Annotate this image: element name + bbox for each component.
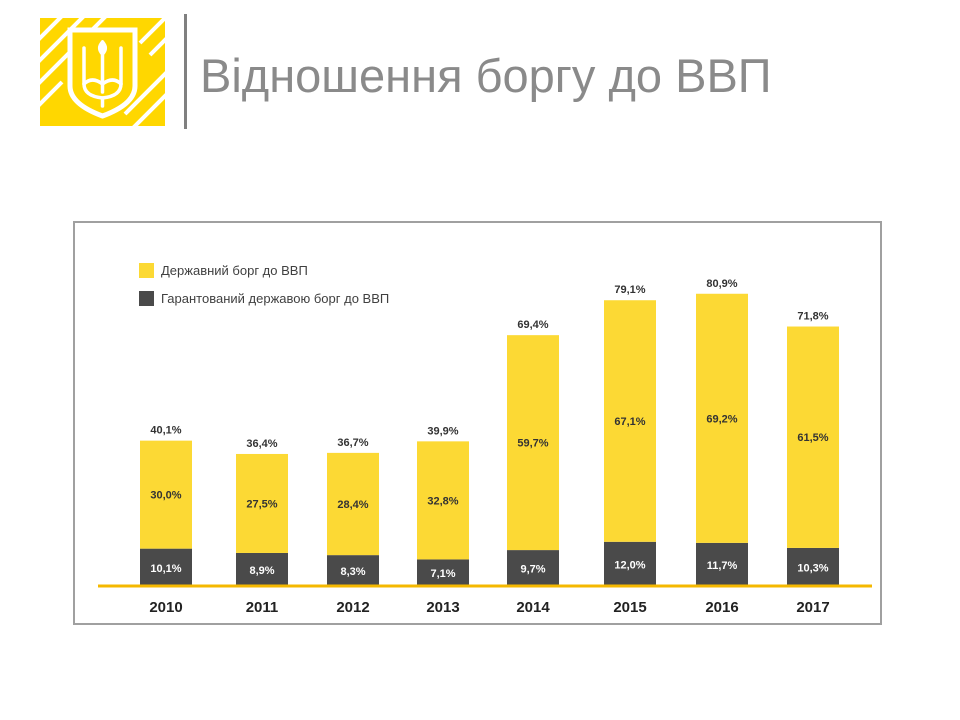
x-tick-label-2015: 2015	[613, 599, 646, 616]
data-label-guaranteed-2013: 7,1%	[430, 568, 455, 580]
data-label-guaranteed-2015: 12,0%	[614, 559, 645, 571]
legend-swatch-0	[139, 263, 154, 278]
bar-state-2012	[327, 452, 379, 556]
bar-state-2017	[787, 326, 839, 548]
data-label-state-2016: 69,2%	[706, 413, 737, 425]
x-tick-label-2010: 2010	[149, 599, 182, 616]
bar-guaranteed-2014	[507, 550, 559, 585]
slide-title: Відношення боргу до ВВП	[200, 49, 772, 102]
bar-guaranteed-2016	[696, 542, 748, 585]
data-label-state-2010: 30,0%	[150, 490, 181, 502]
chart-frame: Державний борг до ВВП Гарантований держав…	[73, 221, 882, 625]
data-label-state-2017: 61,5%	[797, 432, 828, 444]
total-label-2015: 79,1%	[614, 284, 645, 296]
legend-swatch-1	[139, 291, 154, 306]
data-label-state-2013: 32,8%	[427, 495, 458, 507]
x-tick-label-2011: 2011	[246, 599, 279, 616]
total-label-2014: 69,4%	[517, 319, 548, 331]
bar-state-2010	[140, 440, 192, 549]
data-label-state-2015: 67,1%	[614, 416, 645, 428]
data-label-guaranteed-2011: 8,9%	[249, 565, 274, 577]
bar-guaranteed-2017	[787, 547, 839, 585]
labels-layer: 10,1% 30,0% 40,1% 2010 8,9% 27,5% 36,4% 2011 8,3…	[149, 278, 829, 616]
bar-guaranteed-2015	[604, 541, 656, 585]
bar-state-2014	[507, 335, 559, 551]
chart-legend: Державний борг до ВВП Гарантований держав…	[139, 263, 389, 306]
x-tick-label-2016: 2016	[705, 599, 738, 616]
legend-label-0: Державний борг до ВВП	[161, 263, 308, 278]
bar-guaranteed-2011	[236, 552, 288, 585]
x-tick-label-2017: 2017	[796, 599, 829, 616]
data-label-guaranteed-2010: 10,1%	[150, 563, 181, 575]
x-tick-label-2014: 2014	[516, 599, 550, 616]
data-label-state-2012: 28,4%	[337, 499, 368, 511]
total-label-2011: 36,4%	[246, 438, 277, 450]
total-label-2016: 80,9%	[706, 278, 737, 290]
debt-to-gdp-chart: Державний борг до ВВП Гарантований держав…	[98, 263, 872, 616]
trident-emblem-icon	[40, 18, 165, 126]
title-divider	[184, 14, 187, 129]
data-label-state-2011: 27,5%	[246, 498, 277, 510]
total-label-2012: 36,7%	[337, 437, 368, 449]
bar-guaranteed-2013	[417, 559, 469, 585]
total-label-2013: 39,9%	[427, 425, 458, 437]
total-label-2010: 40,1%	[150, 425, 181, 437]
bar-state-2016	[696, 293, 748, 543]
legend-label-1: Гарантований державою борг до ВВП	[161, 291, 389, 306]
data-label-guaranteed-2016: 11,7%	[707, 560, 738, 572]
data-label-guaranteed-2012: 8,3%	[340, 566, 365, 578]
bar-guaranteed-2012	[327, 555, 379, 585]
data-label-guaranteed-2014: 9,7%	[520, 564, 545, 576]
bars-layer	[140, 293, 839, 585]
coat-of-arms-logo	[40, 18, 165, 126]
x-tick-label-2012: 2012	[336, 599, 369, 616]
x-tick-label-2013: 2013	[426, 599, 459, 616]
data-label-state-2014: 59,7%	[517, 438, 548, 450]
bar-state-2011	[236, 453, 288, 553]
bar-state-2015	[604, 300, 656, 542]
bar-guaranteed-2010	[140, 548, 192, 585]
data-label-guaranteed-2017: 10,3%	[797, 562, 828, 574]
total-label-2017: 71,8%	[797, 311, 828, 323]
bar-state-2013	[417, 441, 469, 560]
